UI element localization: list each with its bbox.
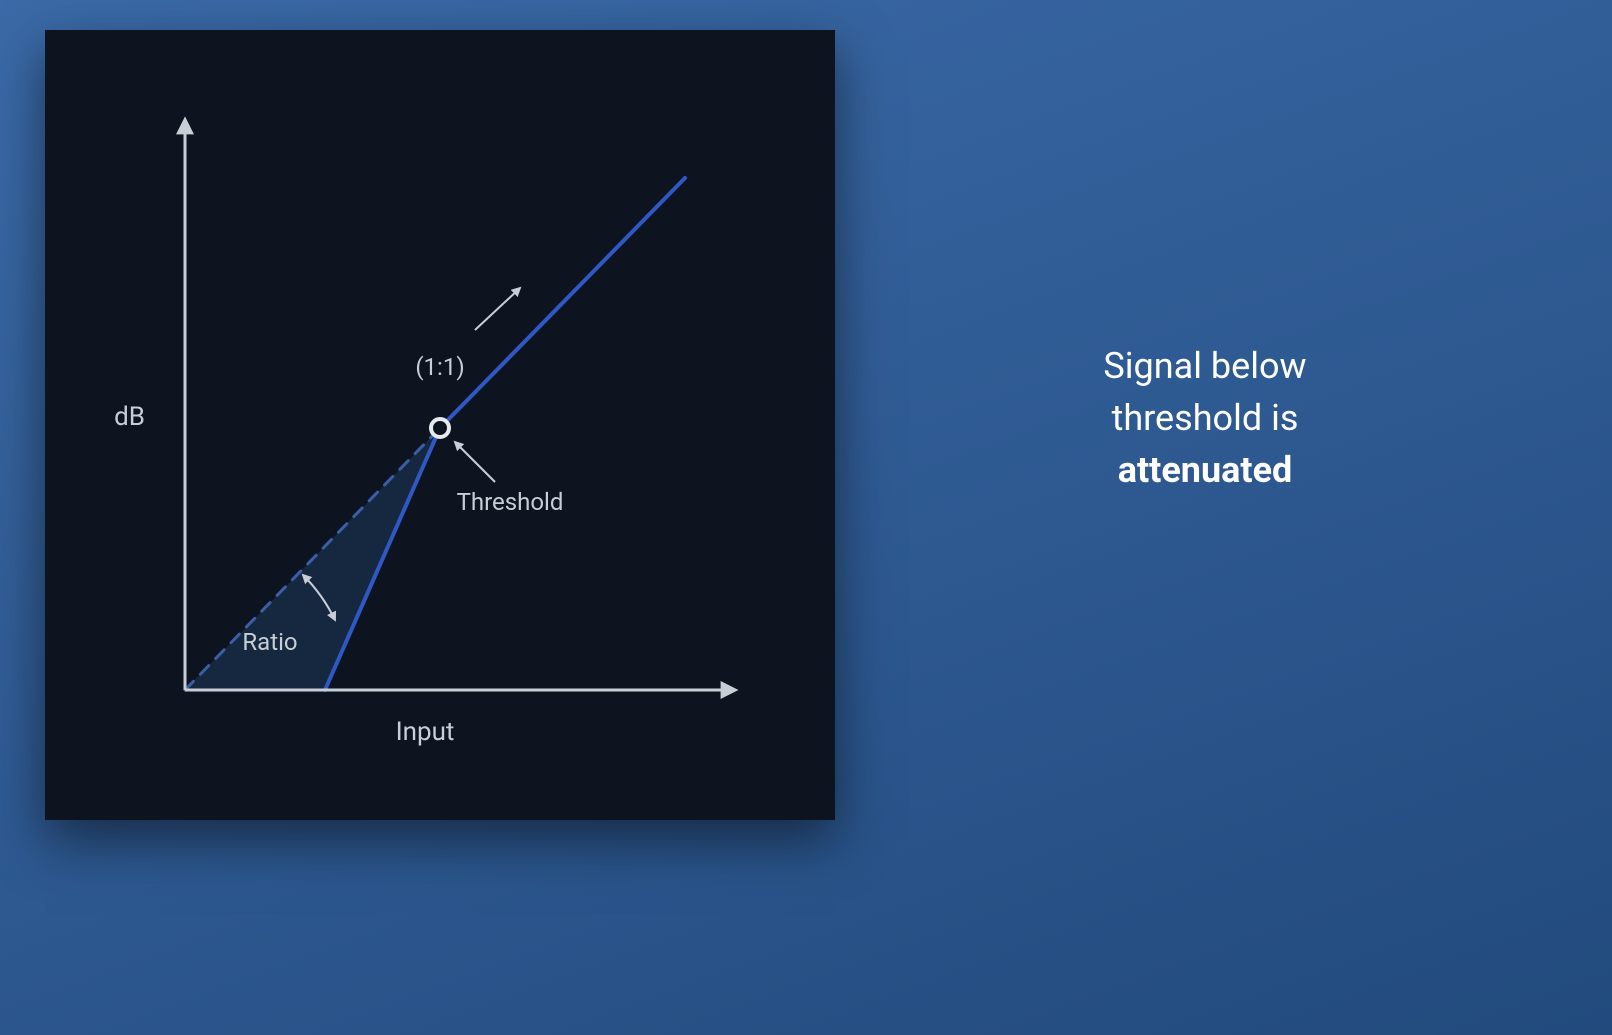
- threshold-arrow: [455, 442, 495, 482]
- compressor-curve-chart: Input dB Ratio Threshold (1:1): [45, 30, 835, 820]
- transfer-curve: [325, 178, 685, 690]
- caption: Signal below threshold is attenuated: [995, 340, 1415, 497]
- slide: Input dB Ratio Threshold (1:1) Signal below …: [0, 0, 1612, 1035]
- threshold-point: [431, 419, 449, 437]
- caption-line-3: attenuated: [995, 444, 1415, 496]
- one-to-one-arrow: [475, 288, 520, 330]
- chart-panel: Input dB Ratio Threshold (1:1): [45, 30, 835, 820]
- caption-line-2: threshold is: [995, 392, 1415, 444]
- ratio-label: Ratio: [242, 628, 297, 656]
- caption-line-1: Signal below: [995, 340, 1415, 392]
- one-to-one-label: (1:1): [415, 353, 464, 381]
- y-axis-label: dB: [114, 402, 145, 432]
- threshold-label: Threshold: [457, 488, 564, 516]
- x-axis-label: Input: [396, 717, 455, 747]
